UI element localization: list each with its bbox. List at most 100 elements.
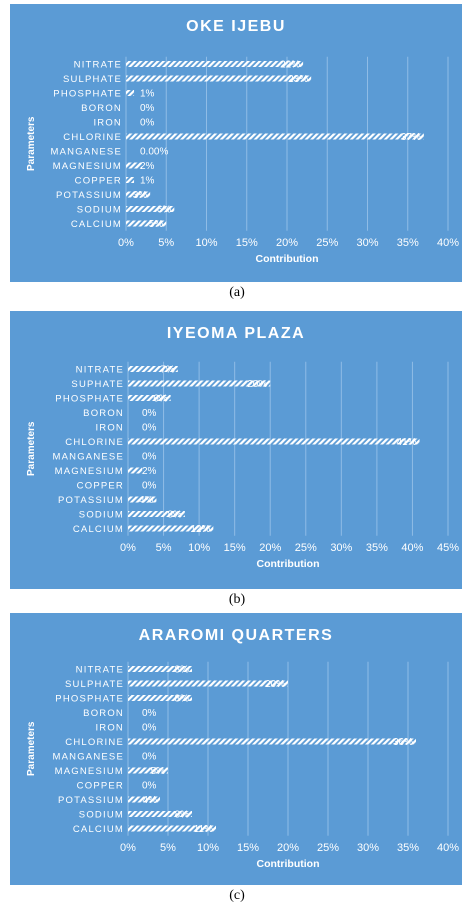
category-label: CALCIUM	[73, 824, 124, 835]
category-label: SULPHATE	[65, 679, 124, 690]
data-label: 23%	[288, 74, 308, 85]
category-label: NITRATE	[74, 60, 122, 71]
data-label: 1%	[140, 176, 155, 187]
x-tick-label: 0%	[118, 237, 134, 249]
category-label: COPPER	[77, 481, 124, 492]
data-label: 5%	[149, 219, 164, 230]
bar	[126, 191, 151, 198]
bar	[128, 395, 171, 401]
x-tick-label: 40%	[437, 842, 459, 854]
category-label: MAGNESIUM	[55, 466, 124, 477]
x-tick-label: 0%	[120, 842, 136, 854]
chart-svg-a: OKE IJEBU 0% 5% 10% 15% 20% 25% 30% 35% 40% NITRAT…	[26, 18, 459, 265]
category-label: POTASSIUM	[56, 190, 122, 201]
x-axis-label: Contribution	[256, 253, 319, 265]
data-label: 1%	[140, 89, 155, 100]
bar	[128, 695, 192, 701]
x-tick-label: 25%	[317, 842, 339, 854]
category-label: COPPER	[77, 781, 124, 792]
data-label: 0%	[142, 708, 157, 719]
y-axis-label: Parameters	[26, 421, 37, 476]
data-label: 3%	[133, 190, 148, 201]
x-tick-label: 20%	[276, 237, 298, 249]
category-label: MANGANESE	[50, 147, 122, 158]
caption-a: (a)	[229, 285, 245, 300]
category-label: POTASSIUM	[58, 495, 124, 506]
x-tick-label: 25%	[295, 542, 317, 554]
data-label: 2%	[142, 466, 157, 477]
caption-b: (b)	[228, 592, 246, 607]
x-tick-label: 20%	[277, 842, 299, 854]
data-label: 4%	[143, 795, 158, 806]
data-label: 0%	[142, 423, 157, 434]
category-label: SUPHATE	[71, 379, 124, 390]
category-label: IRON	[95, 723, 124, 734]
data-label: 7%	[160, 365, 175, 376]
category-label: MAGNESIUM	[53, 161, 122, 172]
category-label: SODIUM	[77, 205, 122, 216]
y-axis-label: Parameters	[26, 116, 37, 171]
data-label: 12%	[190, 524, 210, 535]
bar	[128, 666, 192, 672]
bar	[128, 525, 214, 532]
bar	[126, 206, 175, 212]
category-label: POTASSIUM	[58, 795, 124, 806]
chart-svg-c: ARAROMI QUARTERS 0% 5% 10% 15% 20% 25% 30% 35% 40…	[26, 627, 459, 870]
bar	[128, 366, 178, 372]
category-label: BORON	[81, 103, 122, 114]
category-label: IRON	[95, 423, 124, 434]
category-label: CHLORINE	[65, 737, 124, 748]
bar	[126, 90, 135, 96]
x-tick-label: 45%	[437, 542, 459, 554]
category-label: MAGNESIUM	[55, 766, 124, 777]
chart-title: ARAROMI QUARTERS	[139, 627, 334, 644]
bar	[126, 220, 167, 227]
data-label: 8%	[175, 694, 190, 705]
category-label: SODIUM	[79, 810, 124, 821]
data-label: 6%	[153, 394, 168, 405]
data-label: 20%	[247, 379, 267, 390]
x-tick-label: 30%	[330, 542, 352, 554]
data-label: 0.00%	[140, 147, 168, 158]
category-label: CHLORINE	[65, 437, 124, 448]
data-label: 2%	[140, 161, 155, 172]
bar	[126, 162, 143, 169]
category-label: BORON	[83, 408, 124, 419]
chart-svg-b: IYEOMA PLAZA 0% 5% 10% 15% 20% 25% 30% 35% 40% 45%…	[26, 325, 459, 570]
bar	[128, 380, 271, 387]
bar	[128, 496, 157, 503]
data-label: 0%	[142, 781, 157, 792]
x-tick-label: 5%	[158, 237, 174, 249]
data-label: 0%	[142, 752, 157, 763]
category-label: MANGANESE	[52, 752, 124, 763]
category-label: SULPHATE	[63, 74, 122, 85]
bar	[128, 680, 288, 687]
bar	[128, 738, 416, 745]
chart-panel-b: IYEOMA PLAZA 0% 5% 10% 15% 20% 25% 30% 35% 40% 45%…	[10, 311, 462, 589]
data-label: 11%	[194, 824, 213, 835]
data-label: 0%	[142, 481, 157, 492]
bar	[126, 177, 135, 183]
bar	[126, 61, 304, 67]
category-label: COPPER	[75, 176, 122, 187]
x-tick-label: 5%	[156, 542, 172, 554]
category-label: PHOSPHATE	[55, 694, 124, 705]
category-label: PHOSPHATE	[55, 394, 124, 405]
category-label: CHLORINE	[63, 132, 122, 143]
data-label: 41%	[397, 437, 417, 448]
x-tick-label: 0%	[120, 542, 136, 554]
x-tick-label: 35%	[397, 237, 419, 249]
x-tick-label: 35%	[366, 542, 388, 554]
x-tick-label: 30%	[357, 842, 379, 854]
data-label: 4%	[139, 495, 154, 506]
data-label: 5%	[151, 766, 166, 777]
data-label: 0%	[142, 408, 157, 419]
bar	[128, 796, 160, 803]
data-label: 6%	[157, 205, 172, 216]
x-axis-label: Contribution	[257, 858, 320, 870]
bar	[128, 467, 143, 474]
data-label: 36%	[393, 737, 413, 748]
x-axis-label: Contribution	[257, 558, 320, 570]
category-label: PHOSPHATE	[53, 89, 122, 100]
x-tick-label: 30%	[356, 237, 378, 249]
